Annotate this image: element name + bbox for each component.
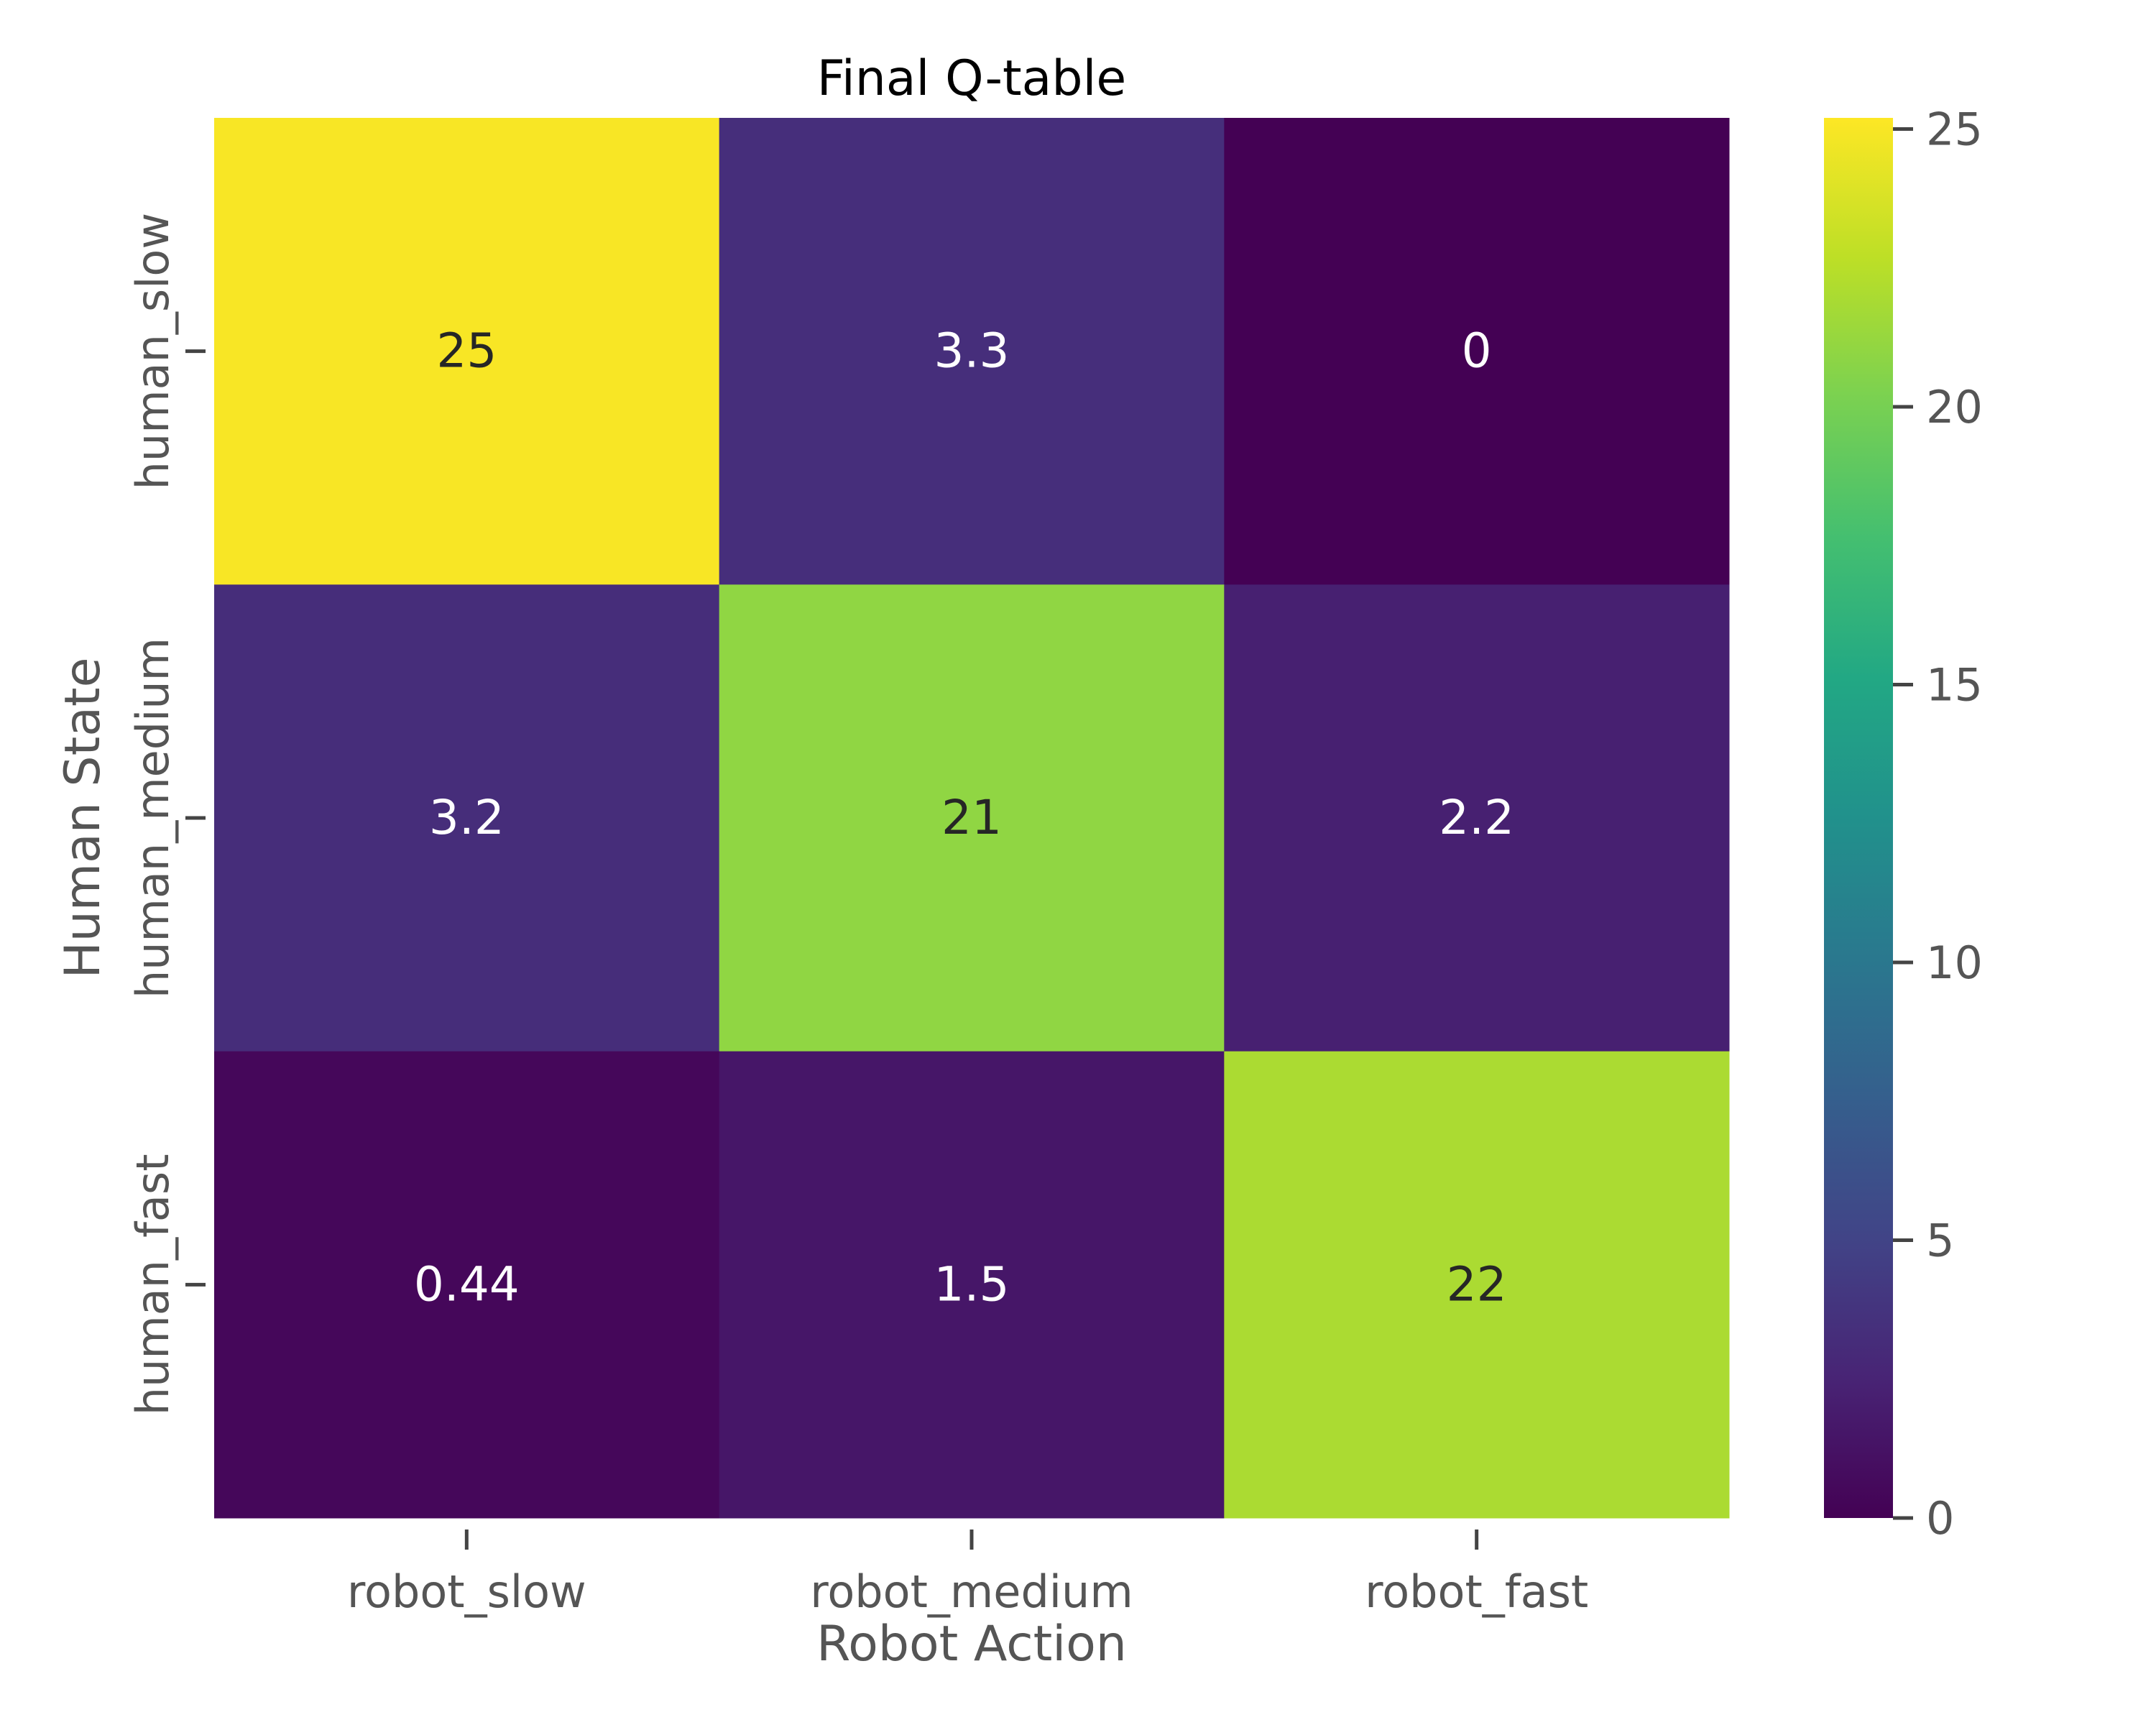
cell-value-label: 0.44: [414, 1256, 520, 1312]
y-tick-label-human_medium: human_medium: [126, 638, 179, 998]
heatmap-cell-labels: 25 3.3 0 3.2 21 2.2 0.44 1.5 22: [414, 323, 1514, 1312]
x-axis-ticks: robot_slow robot_medium robot_fast: [347, 1530, 1588, 1618]
heatmap-cell-human_medium-robot_slow: [214, 584, 720, 1052]
heatmap-cell-human_slow-robot_medium: [719, 118, 1225, 585]
cell-value-label: 21: [941, 790, 1002, 845]
cell-value-label: 0: [1462, 323, 1492, 379]
cell-value-label: 22: [1447, 1256, 1507, 1312]
colorbar-tick-label: 0: [1926, 1492, 1954, 1545]
y-axis-label: Human State: [55, 658, 111, 979]
cell-value-label: 25: [436, 323, 497, 379]
colorbar-tick-label: 5: [1926, 1214, 1954, 1266]
heatmap-cell-human_fast-robot_fast: [1224, 1051, 1730, 1519]
y-tick-label-human_slow: human_slow: [126, 213, 179, 489]
heatmap-cell-human_slow-robot_fast: [1224, 118, 1730, 585]
heatmap-cell-human_fast-robot_slow: [214, 1051, 720, 1519]
cell-value-label: 3.2: [429, 790, 505, 845]
chart-title: Final Q-table: [817, 50, 1127, 107]
heatmap-cell-human_slow-robot_slow: [214, 118, 720, 585]
cell-value-label: 3.3: [934, 323, 1010, 379]
x-axis-label: Robot Action: [816, 1616, 1127, 1673]
heatmap-cell-human_fast-robot_medium: [719, 1051, 1225, 1519]
x-tick-label-robot_fast: robot_fast: [1365, 1565, 1588, 1618]
cell-value-label: 2.2: [1439, 790, 1514, 845]
x-tick-label-robot_medium: robot_medium: [810, 1565, 1133, 1618]
y-axis-ticks: human_slow human_medium human_fast: [126, 213, 206, 1415]
x-tick-label-robot_slow: robot_slow: [347, 1565, 586, 1618]
colorbar-tick-label: 20: [1926, 381, 1983, 433]
colorbar-tick-label: 25: [1926, 103, 1983, 155]
heatmap-cells: [214, 118, 1730, 1519]
colorbar-ticks: 0 5 10 15 20 25: [1893, 103, 1983, 1545]
colorbar: [1824, 118, 1893, 1518]
y-tick-label-human_fast: human_fast: [126, 1154, 179, 1415]
colorbar-tick-label: 15: [1926, 658, 1983, 711]
heatmap-cell-human_medium-robot_fast: [1224, 584, 1730, 1052]
cell-value-label: 1.5: [934, 1256, 1010, 1312]
heatmap-cell-human_medium-robot_medium: [719, 584, 1225, 1052]
colorbar-tick-label: 10: [1926, 937, 1983, 989]
